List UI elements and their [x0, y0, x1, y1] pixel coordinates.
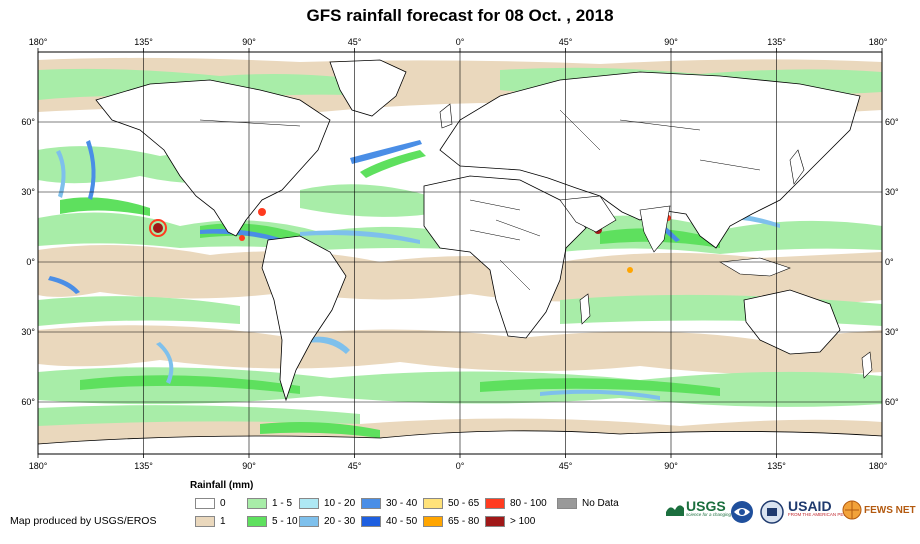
- lon-label-bottom: 180°: [869, 461, 888, 471]
- legend-label: No Data: [582, 498, 619, 509]
- legend-swatch: [485, 516, 505, 527]
- lon-label-top: 180°: [29, 37, 48, 47]
- legend-swatch: [247, 498, 267, 509]
- lon-label-top: 90°: [242, 37, 256, 47]
- legend-label: 5 - 10: [272, 516, 298, 527]
- lon-label-bottom: 135°: [134, 461, 153, 471]
- legend-label: 30 - 40: [386, 498, 418, 509]
- lat-label-left: 30°: [21, 187, 35, 197]
- legend-label: 0: [220, 498, 226, 509]
- legend-item: 5 - 10: [247, 516, 298, 527]
- lat-label-right: 0°: [885, 257, 894, 267]
- legend-label: > 100: [510, 516, 536, 527]
- usgs-wave-icon: [666, 505, 684, 517]
- fewsnet-globe-icon: [842, 500, 862, 520]
- lon-label-top: 180°: [869, 37, 888, 47]
- lon-label-bottom: 45°: [348, 461, 362, 471]
- legend-swatch: [423, 516, 443, 527]
- lon-label-bottom: 0°: [456, 461, 465, 471]
- legend-item: 80 - 100: [485, 498, 547, 509]
- legend-label: 50 - 65: [448, 498, 480, 509]
- lon-label-top: 135°: [767, 37, 786, 47]
- legend-item: > 100: [485, 516, 535, 527]
- lat-label-left: 60°: [21, 117, 35, 127]
- legend-label: 10 - 20: [324, 498, 356, 509]
- lon-label-bottom: 90°: [664, 461, 678, 471]
- lon-label-top: 0°: [456, 37, 465, 47]
- legend-label: 80 - 100: [510, 498, 547, 509]
- legend-swatch: [195, 498, 215, 509]
- usaid-logo: USAID FROM THE AMERICAN PEOPLE: [788, 499, 855, 518]
- lon-label-bottom: 45°: [559, 461, 573, 471]
- legend-item: No Data: [557, 498, 619, 509]
- lat-label-left: 60°: [21, 397, 35, 407]
- dos-seal-logo: [760, 500, 784, 524]
- lon-label-top: 45°: [348, 37, 362, 47]
- lat-label-right: 30°: [885, 327, 899, 337]
- agency-logos: USGS science for a changing world USAID …: [666, 497, 916, 529]
- legend-swatch: [423, 498, 443, 509]
- lon-label-bottom: 90°: [242, 461, 256, 471]
- fewsnet-logo: FEWS NET: [842, 499, 916, 521]
- lon-label-bottom: 180°: [29, 461, 48, 471]
- lat-label-right: 60°: [885, 117, 899, 127]
- legend-item: 0: [195, 498, 226, 509]
- legend-item: 1: [195, 516, 226, 527]
- legend-title: Rainfall (mm): [190, 480, 254, 491]
- rainfall-legend: Rainfall (mm) 0 1 1 - 5 5 - 10 10 - 20 20 - 3…: [190, 480, 660, 535]
- usaid-logo-text: USAID: [788, 498, 832, 514]
- legend-item: 30 - 40: [361, 498, 417, 509]
- map-title: GFS rainfall forecast for 08 Oct. , 2018: [306, 6, 614, 25]
- map-graticule: [38, 52, 882, 454]
- legend-swatch: [557, 498, 577, 509]
- fewsnet-logo-text: FEWS NET: [864, 504, 916, 516]
- legend-item: 65 - 80: [423, 516, 479, 527]
- noaa-emblem-icon: [731, 501, 753, 523]
- legend-swatch: [299, 516, 319, 527]
- lat-label-left: 30°: [21, 327, 35, 337]
- legend-label: 1: [220, 516, 226, 527]
- legend-swatch: [195, 516, 215, 527]
- noaa-logo: [730, 500, 754, 524]
- legend-item: 10 - 20: [299, 498, 355, 509]
- seal-icon: [760, 500, 784, 524]
- lon-label-top: 90°: [664, 37, 678, 47]
- lon-label-top: 135°: [134, 37, 153, 47]
- legend-swatch: [247, 516, 267, 527]
- legend-label: 20 - 30: [324, 516, 356, 527]
- legend-swatch: [299, 498, 319, 509]
- usgs-tagline: science for a changing world: [686, 512, 744, 517]
- legend-label: 40 - 50: [386, 516, 418, 527]
- legend-item: 20 - 30: [299, 516, 355, 527]
- lat-label-left: 0°: [26, 257, 35, 267]
- legend-swatch: [485, 498, 505, 509]
- map-credit: Map produced by USGS/EROS: [10, 515, 157, 527]
- legend-label: 65 - 80: [448, 516, 480, 527]
- usgs-logo-text: USGS: [686, 498, 726, 514]
- lon-label-bottom: 135°: [767, 461, 786, 471]
- lat-label-right: 30°: [885, 187, 899, 197]
- lat-label-right: 60°: [885, 397, 899, 407]
- lon-label-top: 45°: [559, 37, 573, 47]
- legend-label: 1 - 5: [272, 498, 293, 509]
- usaid-tagline: FROM THE AMERICAN PEOPLE: [788, 512, 856, 517]
- usgs-logo: USGS science for a changing world: [666, 499, 743, 518]
- legend-item: 50 - 65: [423, 498, 479, 509]
- legend-swatch: [361, 498, 381, 509]
- legend-swatch: [361, 516, 381, 527]
- legend-item: 1 - 5: [247, 498, 292, 509]
- legend-item: 40 - 50: [361, 516, 417, 527]
